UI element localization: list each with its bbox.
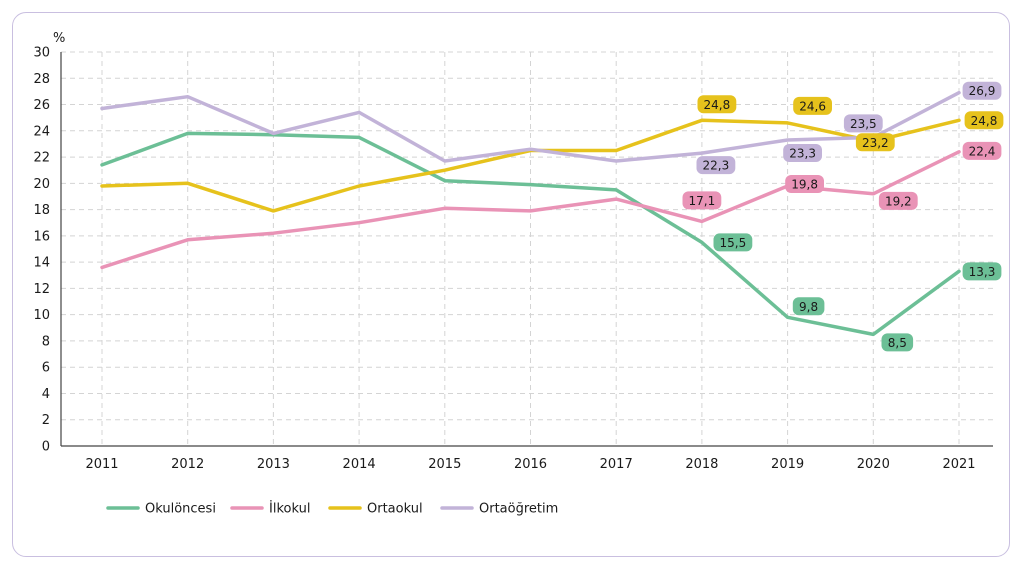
data-label-bg	[843, 114, 883, 133]
y-tick-label: 4	[42, 387, 50, 402]
y-tick-label: 2	[42, 413, 50, 428]
data-label-bg	[713, 233, 753, 252]
data-label-bg	[855, 133, 895, 152]
data-label-Ortaöğretim-2021: 26,9	[962, 81, 1002, 100]
x-tick-label: 2013	[257, 457, 290, 472]
data-label-text: 26,9	[969, 84, 996, 98]
x-tick-label: 2015	[428, 457, 461, 472]
data-label-İlkokul-2018: 17,1	[682, 191, 722, 210]
y-axis-unit: %	[53, 31, 65, 46]
data-label-bg	[696, 156, 736, 175]
x-tick-label: 2016	[514, 457, 547, 472]
data-label-text: 23,2	[862, 136, 889, 150]
y-tick-label: 16	[33, 229, 50, 244]
x-tick-label: 2014	[343, 457, 376, 472]
y-tick-label: 20	[33, 177, 50, 192]
legend-item-Ortaokul: Ortaokul	[328, 502, 423, 517]
grid-lines	[61, 51, 993, 446]
y-tick-label: 30	[33, 46, 50, 61]
x-tick-label: 2019	[771, 457, 804, 472]
series-line-Ortaöğretim	[100, 90, 961, 163]
data-label-text: 13,3	[969, 265, 996, 279]
data-label-bg	[697, 95, 737, 114]
data-label-text: 24,8	[704, 98, 731, 112]
data-label-text: 8,5	[888, 336, 907, 350]
data-label-Ortaöğretim-2019: 23,3	[783, 143, 822, 162]
data-label-Okulöncesi-2021: 13,3	[962, 262, 1002, 281]
data-label-text: 19,2	[885, 194, 912, 208]
chart-frame	[12, 12, 1010, 557]
data-label-Ortaöğretim-2018: 22,3	[696, 156, 736, 175]
legend-item-Okulöncesi: Okulöncesi	[106, 502, 216, 517]
legend-label: Okulöncesi	[145, 502, 216, 517]
data-label-Ortaokul-2019: 24,6	[793, 96, 832, 115]
x-tick-label: 2020	[857, 457, 890, 472]
y-tick-label: 14	[33, 256, 50, 271]
data-label-bg	[964, 111, 1004, 130]
data-label-Ortaöğretim-2020: 23,5	[843, 114, 883, 133]
data-label-text: 24,8	[971, 114, 998, 128]
x-tick-label: 2011	[85, 457, 118, 472]
data-label-bg	[962, 81, 1002, 100]
y-tick-label: 0	[42, 440, 50, 455]
data-label-bg	[682, 191, 722, 210]
data-label-text: 24,6	[799, 99, 826, 113]
data-label-İlkokul-2019: 19,8	[785, 174, 824, 193]
y-tick-label: 8	[42, 334, 50, 349]
data-label-Okulöncesi-2018: 15,5	[713, 233, 753, 252]
x-tick-label: 2012	[171, 457, 204, 472]
data-label-bg	[881, 333, 914, 352]
legend-label: İlkokul	[269, 501, 310, 517]
data-label-Ortaokul-2018: 24,8	[697, 95, 737, 114]
data-label-Ortaokul-2020: 23,2	[855, 133, 895, 152]
data-label-İlkokul-2021: 22,4	[962, 141, 1002, 160]
data-label-text: 17,1	[689, 194, 716, 208]
y-tick-label: 22	[33, 151, 50, 166]
legend-label: Ortaöğretim	[479, 502, 558, 517]
data-label-Okulöncesi-2020: 8,5	[881, 333, 914, 352]
data-label-İlkokul-2020: 19,2	[878, 191, 918, 210]
y-tick-label: 24	[33, 124, 50, 139]
y-tick-label: 10	[33, 308, 50, 323]
data-label-text: 22,3	[703, 159, 730, 173]
legend-item-Ortaöğretim: Ortaöğretim	[440, 502, 558, 517]
data-label-bg	[793, 96, 832, 115]
y-tick-label: 28	[33, 72, 50, 87]
y-tick-label: 12	[33, 282, 50, 297]
data-label-bg	[792, 297, 825, 316]
data-label-Ortaokul-2021: 24,8	[964, 111, 1004, 130]
data-label-bg	[962, 262, 1002, 281]
legend-item-İlkokul: İlkokul	[230, 501, 310, 517]
data-label-text: 15,5	[720, 236, 747, 250]
series-line-Okulöncesi	[100, 131, 961, 337]
data-label-text: 9,8	[799, 300, 818, 314]
data-label-text: 23,5	[850, 117, 877, 131]
data-labels: 15,5 9,8 8,5 13,3 17,1 19,8 19,2 22,4 24,8 24,6 23…	[682, 81, 1004, 352]
data-label-Okulöncesi-2019: 9,8	[792, 297, 825, 316]
data-label-bg	[785, 174, 824, 193]
legend-label: Ortaokul	[367, 502, 423, 517]
x-tick-label: 2017	[600, 457, 633, 472]
data-label-bg	[783, 143, 822, 162]
data-label-bg	[878, 191, 918, 210]
data-label-bg	[962, 141, 1002, 160]
y-tick-label: 18	[33, 203, 50, 218]
data-label-text: 23,3	[789, 146, 816, 160]
y-tick-label: 26	[33, 98, 50, 113]
data-label-text: 22,4	[969, 144, 996, 158]
data-label-text: 19,8	[791, 177, 818, 191]
x-tick-label: 2018	[685, 457, 718, 472]
y-tick-label: 6	[42, 361, 50, 376]
legend: Okulöncesi İlkokul Ortaokul Ortaöğretim	[106, 501, 558, 517]
x-tick-label: 2021	[942, 457, 975, 472]
